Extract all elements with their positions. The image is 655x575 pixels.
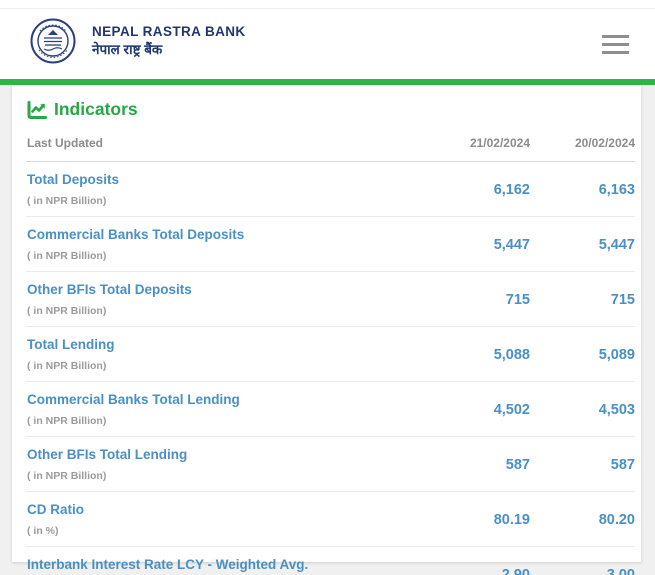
indicator-value-col1: 5,088 [493, 346, 530, 363]
indicators-title: Indicators [54, 99, 138, 119]
last-updated-label: Last Updated [27, 136, 104, 150]
indicator-unit: ( in NPR Billion) [27, 470, 107, 482]
indicator-row-total-deposits: Total Deposits ( in NPR Billion) 6,162 6… [26, 162, 635, 217]
indicators-heading: Indicators [26, 85, 635, 130]
indicator-value-col2: 715 [610, 291, 635, 308]
indicator-value-col2: 80.20 [598, 511, 635, 528]
table-header-row: Last Updated 21/02/2024 20/02/2024 [26, 130, 635, 162]
header-accent-bar [0, 79, 655, 85]
brand-text: NEPAL RASTRA BANK नेपाल राष्ट्र बैंक [92, 24, 246, 59]
indicator-label: Total Lending [27, 337, 115, 352]
indicator-row-other-bfis-total-lending: Other BFIs Total Lending ( in NPR Billio… [26, 437, 635, 492]
date-column-1: 21/02/2024 [469, 136, 530, 150]
chart-line-icon [27, 100, 47, 119]
indicator-label: Total Deposits [27, 172, 120, 187]
indicator-label: Interbank Interest Rate LCY - Weighted A… [27, 557, 309, 572]
date-column-2: 20/02/2024 [574, 136, 635, 150]
indicator-unit: ( in NPR Billion) [27, 415, 107, 427]
indicator-value-col1: 2.90 [501, 566, 530, 575]
indicator-label: Commercial Banks Total Deposits [27, 227, 245, 242]
indicator-row-total-lending: Total Lending ( in NPR Billion) 5,088 5,… [26, 327, 635, 382]
indicator-value-col1: 6,162 [493, 181, 530, 198]
indicator-value-col1: 4,502 [493, 401, 530, 418]
indicator-value-col1: 5,447 [493, 236, 530, 253]
hamburger-menu-icon[interactable] [602, 35, 629, 54]
indicator-value-col1: 80.19 [493, 511, 530, 528]
indicator-value-col2: 5,089 [598, 346, 635, 363]
indicator-unit: ( in NPR Billion) [27, 195, 107, 207]
indicator-unit: ( in %) [27, 525, 59, 537]
indicator-row-commercial-banks-total-lending: Commercial Banks Total Lending ( in NPR … [26, 382, 635, 437]
bank-seal-logo [30, 18, 76, 64]
indicator-value-col2: 5,447 [598, 236, 635, 253]
bank-name-english: NEPAL RASTRA BANK [92, 23, 246, 39]
header-top-divider [0, 8, 655, 9]
indicator-unit: ( in NPR Billion) [27, 250, 107, 262]
indicator-label: CD Ratio [27, 502, 84, 517]
indicator-value-col2: 3.00 [606, 566, 635, 575]
indicator-value-col1: 587 [505, 456, 530, 473]
indicator-row-other-bfis-total-deposits: Other BFIs Total Deposits ( in NPR Billi… [26, 272, 635, 327]
indicator-unit: ( in NPR Billion) [27, 360, 107, 372]
indicator-label: Commercial Banks Total Lending [27, 392, 240, 407]
indicators-card: Indicators Last Updated 21/02/2024 20/02… [12, 85, 641, 575]
brand-home-link[interactable]: NEPAL RASTRA BANK नेपाल राष्ट्र बैंक [30, 18, 246, 64]
indicator-row-cd-ratio: CD Ratio ( in %) 80.19 80.20 [26, 492, 635, 547]
indicator-label: Other BFIs Total Deposits [27, 282, 192, 297]
indicator-unit: ( in NPR Billion) [27, 305, 107, 317]
indicator-row-commercial-banks-total-deposits: Commercial Banks Total Deposits ( in NPR… [26, 217, 635, 272]
indicator-value-col2: 587 [610, 456, 635, 473]
indicator-label: Other BFIs Total Lending [27, 447, 188, 462]
indicator-value-col2: 4,503 [598, 401, 635, 418]
site-header: NEPAL RASTRA BANK नेपाल राष्ट्र बैंक [0, 0, 655, 79]
indicator-value-col1: 715 [505, 291, 530, 308]
bank-name-nepali: नेपाल राष्ट्र बैंक [92, 41, 163, 57]
indicator-row-interbank-interest-rate: Interbank Interest Rate LCY - Weighted A… [26, 547, 635, 575]
indicator-value-col2: 6,163 [598, 181, 635, 198]
